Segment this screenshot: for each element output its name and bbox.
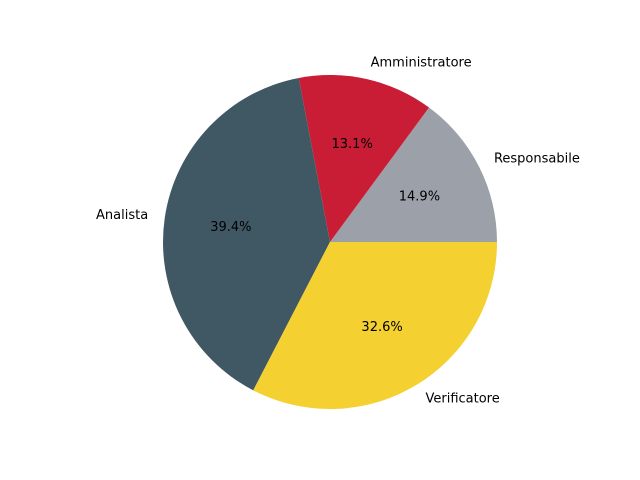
slice-percent-responsabile: 14.9% — [399, 189, 440, 204]
slice-percent-verificatore: 32.6% — [361, 320, 402, 335]
slice-label-responsabile: Responsabile — [494, 152, 580, 167]
slice-label-verificatore: Verificatore — [425, 391, 499, 406]
slice-label-analista: Analista — [96, 208, 148, 223]
pie-labels: Responsabile 14.9% Amministratore 13.1% Anal… — [96, 55, 580, 406]
pie-slice-amministratore — [298, 75, 430, 242]
pie-slice-analista — [163, 77, 330, 391]
pie-slice-responsabile — [330, 107, 497, 242]
pie-slice-verificatore — [253, 242, 497, 409]
slice-percent-amministratore: 13.1% — [332, 137, 373, 152]
slice-percent-analista: 39.4% — [210, 220, 251, 235]
pie-slices — [163, 75, 497, 409]
slice-label-amministratore: Amministratore — [371, 55, 472, 70]
